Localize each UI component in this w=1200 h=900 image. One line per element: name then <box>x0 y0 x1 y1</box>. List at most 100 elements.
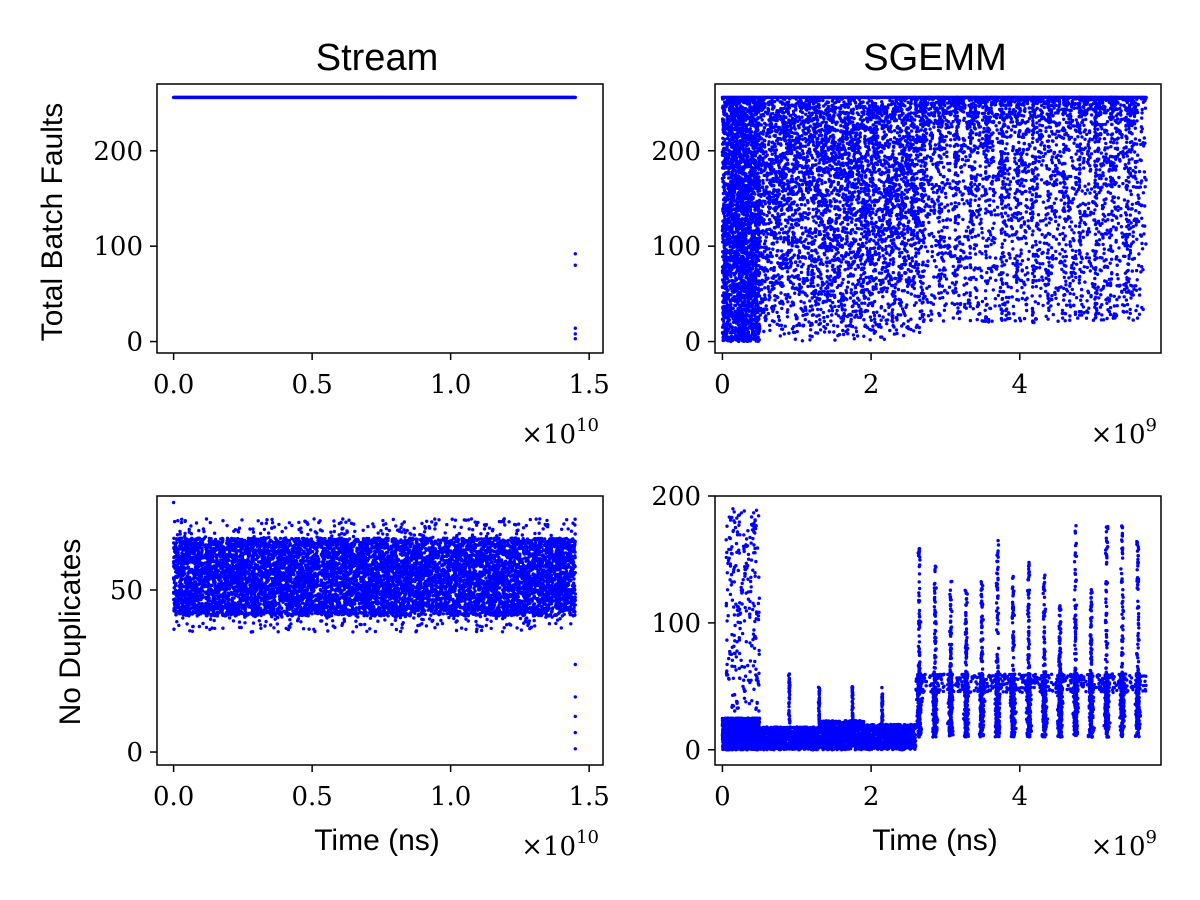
data-point <box>746 332 751 337</box>
data-point <box>915 234 919 238</box>
data-point <box>747 175 752 179</box>
data-point <box>842 303 847 307</box>
data-point <box>740 250 744 255</box>
data-point <box>722 113 727 117</box>
data-point <box>735 259 740 264</box>
y-tick-label: 100 <box>93 232 143 262</box>
data-point <box>751 318 756 322</box>
data-point <box>814 320 818 324</box>
data-point <box>742 211 746 215</box>
data-point <box>720 166 725 170</box>
data-point <box>721 323 726 327</box>
data-point <box>795 203 799 207</box>
data-point <box>755 125 760 129</box>
data-point <box>743 203 747 207</box>
data-point <box>738 159 743 163</box>
data-point <box>918 152 922 156</box>
x-tick-label: 1.5 <box>568 370 609 400</box>
data-point <box>724 105 728 109</box>
data-point <box>849 256 853 260</box>
data-point <box>756 316 761 320</box>
data-point <box>724 265 728 269</box>
data-point <box>745 227 750 231</box>
data-point <box>750 202 754 206</box>
data-point <box>757 189 762 193</box>
data-point <box>777 318 782 322</box>
data-point <box>891 149 895 153</box>
data-point <box>743 314 747 318</box>
data-point <box>735 234 739 239</box>
data-point <box>749 251 754 255</box>
data-point <box>754 109 759 113</box>
data-point <box>731 145 735 150</box>
data-point <box>912 303 917 307</box>
data-point <box>877 187 881 191</box>
data-point <box>730 329 734 334</box>
data-point <box>733 99 737 103</box>
data-point <box>726 336 731 341</box>
data-point <box>845 213 849 218</box>
data-point <box>738 126 743 131</box>
data-point <box>753 174 758 179</box>
data-point <box>747 239 751 243</box>
data-point <box>730 114 734 119</box>
data-point <box>756 207 760 212</box>
data-point <box>733 319 737 324</box>
data-point <box>850 304 854 309</box>
data-point <box>866 297 871 301</box>
data-point <box>741 329 745 334</box>
data-point <box>721 255 725 259</box>
data-point <box>728 236 733 241</box>
data-point <box>745 272 749 277</box>
data-point <box>749 134 753 138</box>
data-point <box>882 337 887 341</box>
data-point <box>727 190 732 194</box>
data-point <box>721 319 726 323</box>
data-point <box>720 150 725 154</box>
data-point <box>751 232 756 236</box>
data-point <box>894 328 899 332</box>
data-point <box>750 266 755 270</box>
data-point <box>745 339 749 343</box>
data-point <box>726 272 730 276</box>
data-point <box>724 330 728 334</box>
data-point <box>804 160 809 165</box>
data-point <box>734 270 738 274</box>
data-point <box>814 158 818 162</box>
data-point <box>725 251 729 255</box>
data-point <box>822 233 827 238</box>
data-point <box>733 238 738 242</box>
data-point <box>750 130 754 134</box>
data-point <box>912 329 916 333</box>
data-point <box>849 220 854 224</box>
data-point <box>793 260 798 265</box>
data-point <box>744 285 748 290</box>
data-point <box>845 285 850 289</box>
data-point <box>754 242 759 246</box>
data-point <box>739 140 743 145</box>
data-point <box>726 133 731 138</box>
data-point <box>752 229 756 233</box>
data-point <box>754 112 759 116</box>
row-label-total-batch-faults: Total Batch Faults <box>36 103 69 341</box>
data-point <box>808 309 812 313</box>
data-point <box>748 338 752 343</box>
data-point <box>750 303 755 307</box>
data-point <box>732 251 737 255</box>
data-point <box>763 273 767 277</box>
data-point <box>756 227 760 231</box>
data-point <box>731 231 735 235</box>
data-point <box>736 176 740 181</box>
data-point <box>751 306 755 310</box>
data-point <box>727 176 731 180</box>
scatter-points <box>720 95 1148 344</box>
data-point <box>741 165 745 169</box>
axes-frame <box>156 83 604 354</box>
data-point <box>745 319 750 323</box>
data-point <box>753 213 757 217</box>
data-point <box>731 108 735 113</box>
data-point <box>855 334 860 338</box>
data-point <box>731 266 736 270</box>
data-point <box>749 309 754 313</box>
